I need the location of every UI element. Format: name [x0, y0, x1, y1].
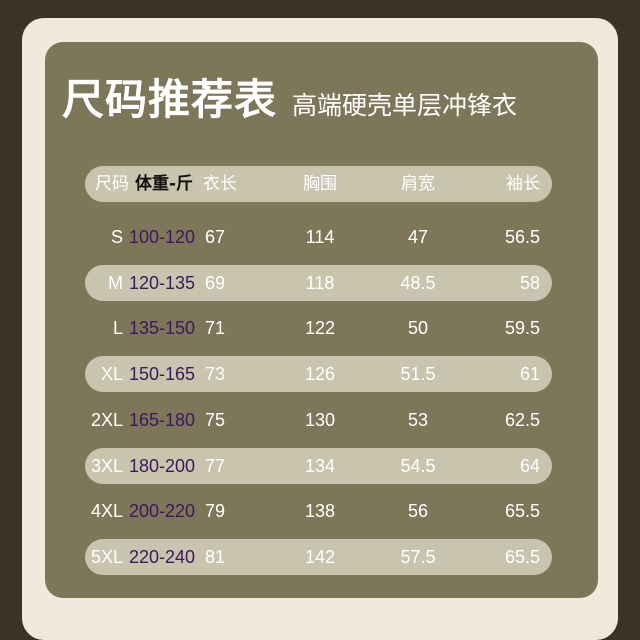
- cell-length: 79: [205, 501, 226, 522]
- cell-shoulder: 53: [407, 409, 429, 430]
- cell-chest: 130: [304, 409, 336, 430]
- table-row: 5XL 220-240 81 142 57.5 65.5: [85, 538, 552, 575]
- cell-sleeve: 56.5: [504, 227, 540, 247]
- cell-sleeve: 65.5: [504, 501, 540, 522]
- cell-length: 67: [205, 227, 226, 247]
- cell-length: 77: [205, 455, 226, 476]
- cell-sleeve: 65.5: [504, 546, 540, 567]
- cell-length: 71: [205, 318, 226, 339]
- cell-sleeve: 58: [519, 272, 540, 293]
- cell-sleeve: 62.5: [504, 409, 540, 430]
- table-row: L 135-150 71 122 50 59.5: [85, 310, 552, 346]
- cell-shoulder: 48.5: [400, 272, 436, 293]
- header-chest: 胸围: [303, 174, 337, 194]
- cell-length: 81: [205, 546, 226, 567]
- cell-size: 4XL: [90, 501, 123, 522]
- cell-size: M: [108, 272, 123, 293]
- cell-weight: 200-220: [129, 501, 196, 522]
- cell-size: S: [110, 227, 123, 247]
- cell-chest: 122: [304, 318, 336, 339]
- cell-shoulder: 56: [407, 501, 429, 522]
- cell-shoulder: 57.5: [400, 546, 436, 567]
- header-size: 尺码: [95, 174, 129, 194]
- cell-sleeve: 59.5: [504, 318, 540, 339]
- cell-weight: 165-180: [129, 409, 196, 430]
- cell-shoulder: 50: [407, 318, 429, 339]
- cell-length: 75: [205, 409, 226, 430]
- cell-sleeve: 61: [519, 364, 540, 385]
- cell-chest: 134: [304, 455, 336, 476]
- cell-weight: 120-135: [129, 272, 196, 293]
- cell-weight: 135-150: [129, 318, 196, 339]
- cell-size: 3XL: [90, 455, 123, 476]
- cell-length: 69: [205, 272, 226, 293]
- table-row: M 120-135 69 118 48.5 58: [85, 264, 552, 301]
- chart-title: 尺码推荐表: [62, 75, 278, 124]
- table-header: 尺码 体重-斤 衣长 胸围 肩宽 袖长: [85, 166, 552, 202]
- header-weight: 体重-斤: [135, 174, 194, 194]
- size-chart-panel: [45, 42, 598, 598]
- table-row: S 100-120 67 114 47 56.5: [85, 219, 552, 255]
- header-sleeve: 袖长: [506, 174, 540, 194]
- table-row: 2XL 165-180 75 130 53 62.5: [85, 402, 552, 438]
- cell-shoulder: 54.5: [400, 455, 436, 476]
- cell-shoulder: 51.5: [400, 364, 436, 385]
- cell-sleeve: 64: [519, 455, 540, 476]
- table-row: XL 150-165 73 126 51.5 61: [85, 356, 552, 393]
- cell-size: 5XL: [90, 546, 123, 567]
- cell-size: XL: [100, 364, 123, 385]
- cell-weight: 220-240: [129, 546, 196, 567]
- cell-weight: 180-200: [129, 455, 196, 476]
- cell-size: 2XL: [90, 409, 123, 430]
- table-row: 4XL 200-220 79 138 56 65.5: [85, 493, 552, 529]
- cell-length: 73: [205, 364, 226, 385]
- cell-weight: 150-165: [129, 364, 196, 385]
- cell-size: L: [112, 318, 123, 339]
- cell-chest: 138: [304, 501, 336, 522]
- cell-chest: 114: [305, 227, 335, 247]
- header-length: 衣长: [203, 174, 237, 194]
- table-row: 3XL 180-200 77 134 54.5 64: [85, 447, 552, 484]
- chart-subtitle: 高端硬壳单层冲锋衣: [292, 91, 518, 120]
- cell-weight: 100-120: [129, 227, 196, 247]
- cell-shoulder: 47: [407, 227, 429, 247]
- cell-chest: 142: [304, 546, 336, 567]
- cell-chest: 118: [305, 272, 335, 293]
- header-shoulder: 肩宽: [401, 174, 435, 194]
- cell-chest: 126: [304, 364, 336, 385]
